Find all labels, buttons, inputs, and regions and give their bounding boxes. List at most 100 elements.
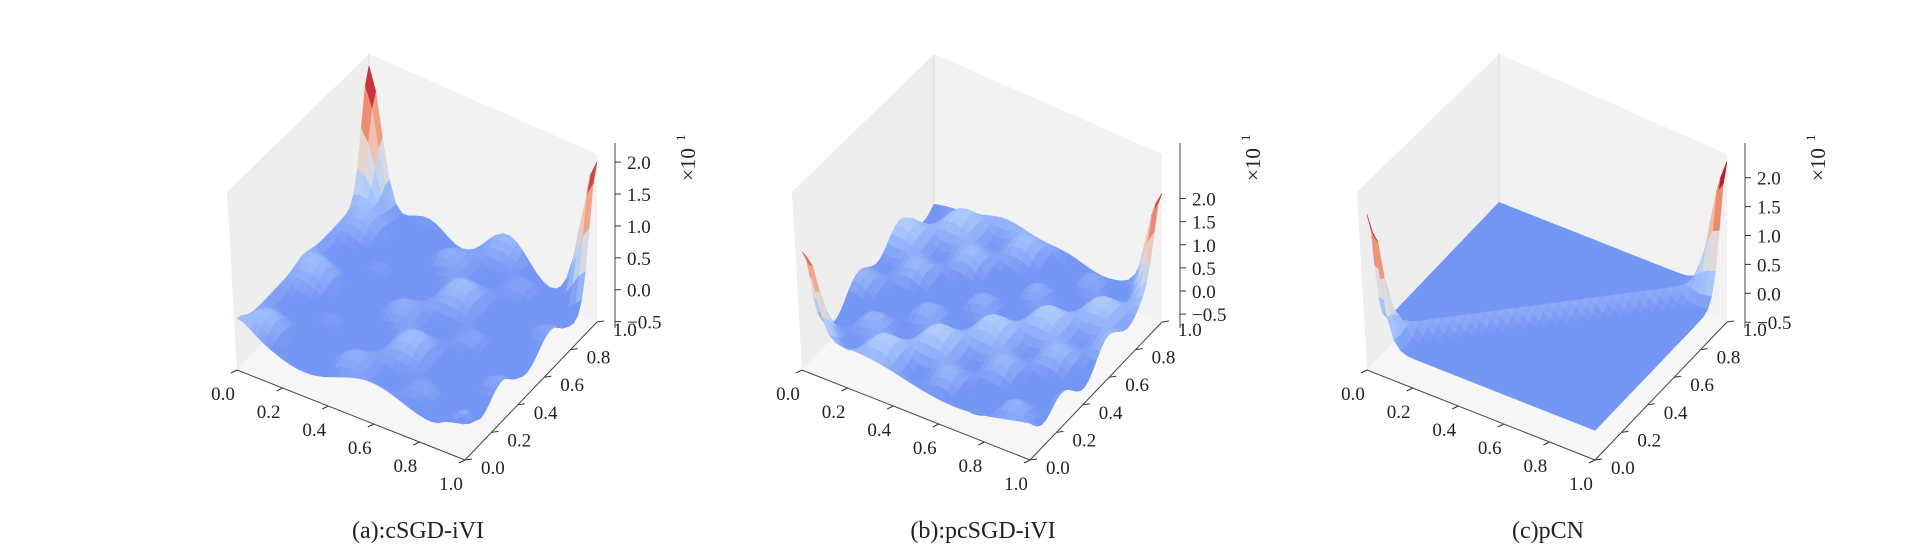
y-tick-label: 0.4 (534, 403, 558, 424)
y-axis-line (1029, 321, 1163, 461)
y-tick (544, 375, 552, 378)
subplot-3: 0.00.20.40.60.81.00.00.20.40.60.81.0−0.5… (1341, 54, 1830, 544)
x-tick (367, 423, 375, 428)
z-tick-label: −0.5 (1192, 305, 1226, 326)
y-tick-label: 1.0 (613, 320, 637, 341)
x-axis-line (1366, 369, 1596, 461)
y-tick-label: 0.4 (1099, 403, 1123, 424)
surface-patch (801, 251, 814, 267)
z-tick-label: 0.0 (627, 281, 651, 302)
x-axis-line (236, 369, 466, 461)
z-tick-label: −0.5 (627, 313, 661, 334)
z-tick-label: 1.0 (627, 217, 651, 238)
x-tick-label: 0.0 (1341, 384, 1365, 405)
y-tick (570, 348, 578, 351)
x-axis-line (801, 369, 1031, 461)
surface (801, 192, 1163, 427)
x-tick-label: 0.6 (1478, 438, 1502, 459)
x-tick-label: 0.0 (776, 384, 800, 405)
y-axis-line (464, 321, 598, 461)
y-tick-label: 0.6 (1125, 375, 1149, 396)
x-tick-label: 0.8 (959, 456, 983, 477)
y-tick (1594, 458, 1603, 461)
z-tick-label: 0.5 (1192, 259, 1216, 280)
z-tick-label: 2.0 (1757, 169, 1781, 190)
surface (236, 65, 598, 425)
y-tick-label: 1.0 (1178, 320, 1202, 341)
x-tick (1588, 459, 1596, 464)
subplot-caption: (b):pcSGD-iVI (910, 518, 1055, 544)
y-tick (1029, 458, 1038, 461)
z-tick-label: 0.0 (1757, 284, 1781, 305)
z-multiplier-label: ×10 (676, 148, 700, 181)
x-tick-label: 0.2 (1387, 402, 1411, 423)
z-tick-label: 0.5 (1757, 255, 1781, 276)
y-tick-label: 1.0 (1743, 320, 1767, 341)
y-tick (1647, 403, 1655, 406)
z-multiplier-exponent: 1 (673, 135, 688, 142)
x-tick-label: 0.8 (394, 456, 418, 477)
left-wall-pane (1357, 54, 1499, 370)
x-tick-label: 0.4 (1432, 420, 1456, 441)
z-tick-label: 2.0 (1192, 190, 1216, 211)
x-tick (1497, 423, 1505, 428)
y-tick-label: 0.4 (1664, 403, 1688, 424)
y-tick (1700, 348, 1708, 351)
x-tick (321, 405, 329, 410)
left-wall-pane (227, 54, 369, 370)
x-tick-label: 0.4 (302, 420, 326, 441)
surface (1366, 161, 1728, 431)
y-axis-line (1594, 321, 1728, 461)
x-tick-label: 1.0 (1569, 474, 1593, 495)
z-tick-label: 0.0 (1192, 282, 1216, 303)
x-tick (230, 369, 238, 374)
y-tick-label: 0.2 (1637, 430, 1661, 451)
x-tick (932, 423, 940, 428)
z-tick-label: 1.0 (1192, 236, 1216, 257)
x-tick (458, 459, 466, 464)
y-tick-label: 0.6 (560, 375, 584, 396)
x-tick (841, 387, 848, 392)
x-tick (1406, 387, 1413, 392)
y-tick (491, 430, 499, 433)
subplot-2: 0.00.20.40.60.81.00.00.20.40.60.81.0−0.5… (776, 54, 1265, 544)
z-tick-label: 1.0 (1757, 227, 1781, 248)
y-tick (517, 403, 525, 406)
z-tick-label: 2.0 (627, 153, 651, 174)
x-tick (1451, 405, 1459, 410)
x-tick (276, 387, 283, 392)
y-tick (1621, 430, 1629, 433)
x-tick-label: 0.8 (1524, 456, 1548, 477)
y-tick-label: 0.0 (1611, 458, 1635, 479)
z-multiplier-exponent: 1 (1238, 135, 1253, 142)
x-tick-label: 0.0 (211, 384, 235, 405)
x-tick-label: 0.6 (348, 438, 372, 459)
z-tick-label: 1.5 (1192, 213, 1216, 234)
x-tick (413, 441, 420, 446)
z-multiplier: ×10 1 (1803, 135, 1830, 182)
y-tick-label: 0.2 (1072, 430, 1096, 451)
y-tick-label: 0.8 (1717, 348, 1741, 369)
z-multiplier: ×10 1 (1238, 135, 1265, 182)
z-tick-label: 1.5 (627, 185, 651, 206)
surface-patch (1366, 214, 1378, 242)
y-tick (1161, 320, 1170, 323)
x-tick (1360, 369, 1368, 374)
subplot-caption: (c)pCN (1512, 518, 1584, 544)
subplot-1: 0.00.20.40.60.81.00.00.20.40.60.81.0−0.5… (211, 54, 700, 544)
z-multiplier-exponent: 1 (1803, 135, 1818, 142)
x-tick-label: 0.2 (822, 402, 846, 423)
surface-patch (236, 315, 249, 323)
x-tick-label: 0.2 (257, 402, 281, 423)
x-tick (1023, 459, 1031, 464)
x-tick-label: 1.0 (439, 474, 463, 495)
y-tick-label: 0.8 (587, 348, 611, 369)
x-tick (978, 441, 985, 446)
y-tick-label: 0.8 (1152, 348, 1176, 369)
left-wall-pane (792, 54, 934, 370)
x-tick-label: 0.6 (913, 438, 937, 459)
z-tick-label: 1.5 (1757, 198, 1781, 219)
y-tick (464, 458, 473, 461)
